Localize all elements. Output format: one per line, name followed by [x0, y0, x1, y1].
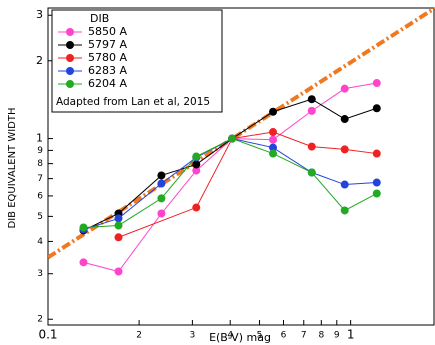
legend-swatch	[66, 41, 74, 49]
data-point	[307, 168, 316, 177]
legend-title: DIB	[90, 12, 109, 25]
data-point	[192, 203, 201, 212]
y-tick-label: 9	[37, 146, 43, 156]
data-point	[192, 166, 201, 175]
data-point	[157, 209, 166, 218]
y-tick-label: 3	[36, 8, 43, 21]
data-point	[157, 171, 166, 180]
data-point	[114, 233, 123, 242]
y-tick-label: 8	[37, 159, 43, 169]
data-point	[372, 149, 381, 158]
data-point	[340, 145, 349, 154]
data-point	[157, 179, 166, 188]
data-point	[114, 221, 123, 230]
data-point	[269, 143, 278, 152]
x-tick-label: 9	[334, 331, 340, 341]
y-tick-label: 7	[37, 174, 43, 184]
data-point	[372, 189, 381, 198]
data-point	[340, 84, 349, 93]
data-point	[269, 107, 278, 116]
x-tick-label: 8	[318, 331, 324, 341]
data-point	[307, 142, 316, 151]
data-point	[340, 206, 349, 215]
data-point	[157, 194, 166, 203]
data-point	[114, 214, 123, 223]
data-point	[340, 180, 349, 189]
x-tick-label: 6	[281, 331, 287, 341]
data-point	[192, 160, 201, 169]
data-point	[372, 104, 381, 113]
data-point	[228, 134, 237, 143]
series-line	[83, 138, 377, 230]
y-tick-label: 4	[37, 237, 43, 247]
plot	[48, 8, 435, 276]
x-tick-label: 3	[190, 331, 196, 341]
legend-label: 5780 A	[88, 51, 127, 64]
legend-swatch	[66, 28, 74, 36]
data-point	[307, 106, 316, 115]
legend-label: 6204 A	[88, 77, 127, 90]
data-point	[192, 152, 201, 161]
data-point	[79, 258, 88, 267]
x-tick-label: 2	[136, 331, 142, 341]
fit-line	[48, 8, 435, 260]
legend-label: 5850 A	[88, 25, 127, 38]
series-line	[83, 138, 378, 228]
y-tick-label: 2	[36, 54, 43, 67]
legend-box	[51, 9, 223, 113]
x-tick-label: 0.1	[38, 328, 57, 342]
y-tick-label: 5	[37, 212, 43, 222]
y-tick-label: 3	[37, 269, 43, 279]
x-tick-label: 7	[301, 331, 307, 341]
data-point	[340, 115, 349, 124]
data-point	[372, 79, 381, 88]
x-tick-label: 5	[257, 331, 263, 341]
legend-swatch	[66, 67, 74, 75]
data-point	[79, 223, 88, 232]
y-tick-label: 2	[37, 315, 43, 325]
data-point	[269, 128, 278, 137]
y-tick-label: 1	[36, 132, 43, 145]
x-axis-label: E(B-V) mag	[209, 331, 271, 344]
legend-swatch	[66, 54, 74, 62]
legend-swatch	[66, 80, 74, 88]
legend-note: Adapted from Lan et al, 2015	[56, 96, 210, 108]
data-point	[114, 267, 123, 276]
y-tick-label: 6	[37, 191, 43, 201]
data-point	[269, 135, 278, 144]
legend-label: 6283 A	[88, 64, 127, 77]
y-axis-label: DIB EQUIVALENT WIDTH	[7, 107, 18, 228]
x-tick-label: 4	[227, 331, 233, 341]
data-point	[372, 178, 381, 187]
data-point	[307, 95, 316, 104]
data-point	[269, 149, 278, 158]
legend-label: 5797 A	[88, 38, 127, 51]
plot-frame	[47, 7, 435, 326]
x-tick-label: 1	[347, 328, 355, 342]
